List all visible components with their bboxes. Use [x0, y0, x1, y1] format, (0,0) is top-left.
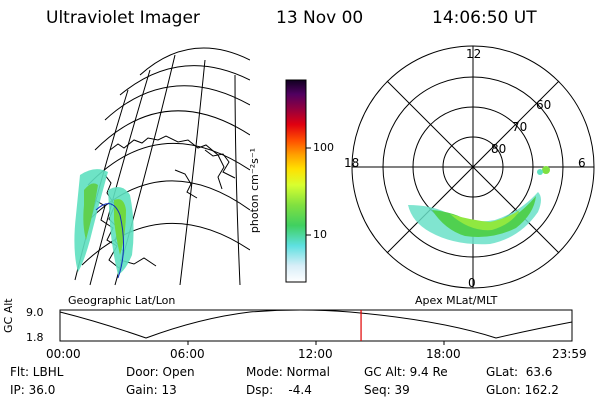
altitude-x-tick-0600: 06:00 [170, 347, 205, 361]
colorbar-tick-10: 10 [313, 228, 327, 241]
colorbar-tick-100: 100 [313, 141, 334, 154]
altitude-x-tick-1200: 12:00 [298, 347, 333, 361]
time-label: 14:06:50 UT [432, 8, 537, 28]
date-label: 13 Nov 00 [276, 8, 364, 28]
mlat-label-70: 70 [512, 120, 528, 134]
mlat-label-60: 60 [536, 98, 552, 112]
altitude-x-tick-2359: 23:59 [552, 347, 587, 361]
mlt-label-0: 0 [468, 276, 476, 290]
geo-aurora-emission [74, 169, 134, 275]
polar-panel-title: Apex MLat/MLT [415, 294, 498, 307]
status-mode: Mode: Normal [246, 365, 330, 379]
altitude-y-label: GC Alt [2, 298, 15, 333]
status-ip: IP: 36.0 [10, 383, 56, 397]
status-filter: Flt: LBHL [10, 365, 64, 379]
mlt-label-6: 6 [578, 156, 586, 170]
altitude-x-tick-1800: 18:00 [426, 347, 461, 361]
status-glon: GLon: 162.2 [486, 383, 559, 397]
altitude-y-tick-high: 9.0 [26, 306, 44, 319]
status-glat: GLat: 63.6 [486, 365, 553, 379]
mlt-label-12: 12 [466, 47, 482, 61]
mlat-label-80: 80 [491, 142, 507, 156]
status-gc-alt: GC Alt: 9.4 Re [364, 365, 448, 379]
status-gain: Gain: 13 [126, 383, 177, 397]
altitude-x-tick-0000: 00:00 [46, 347, 81, 361]
polar-aurora-emission [408, 166, 550, 245]
status-door: Door: Open [126, 365, 195, 379]
status-seq: Seq: 39 [364, 383, 410, 397]
instrument-title: Ultraviolet Imager [46, 8, 200, 28]
geo-panel-title: Geographic Lat/Lon [68, 294, 176, 307]
mlt-label-18: 18 [344, 156, 360, 170]
altitude-y-tick-low: 1.8 [26, 331, 44, 344]
status-dsp: Dsp: -4.4 [246, 383, 312, 397]
